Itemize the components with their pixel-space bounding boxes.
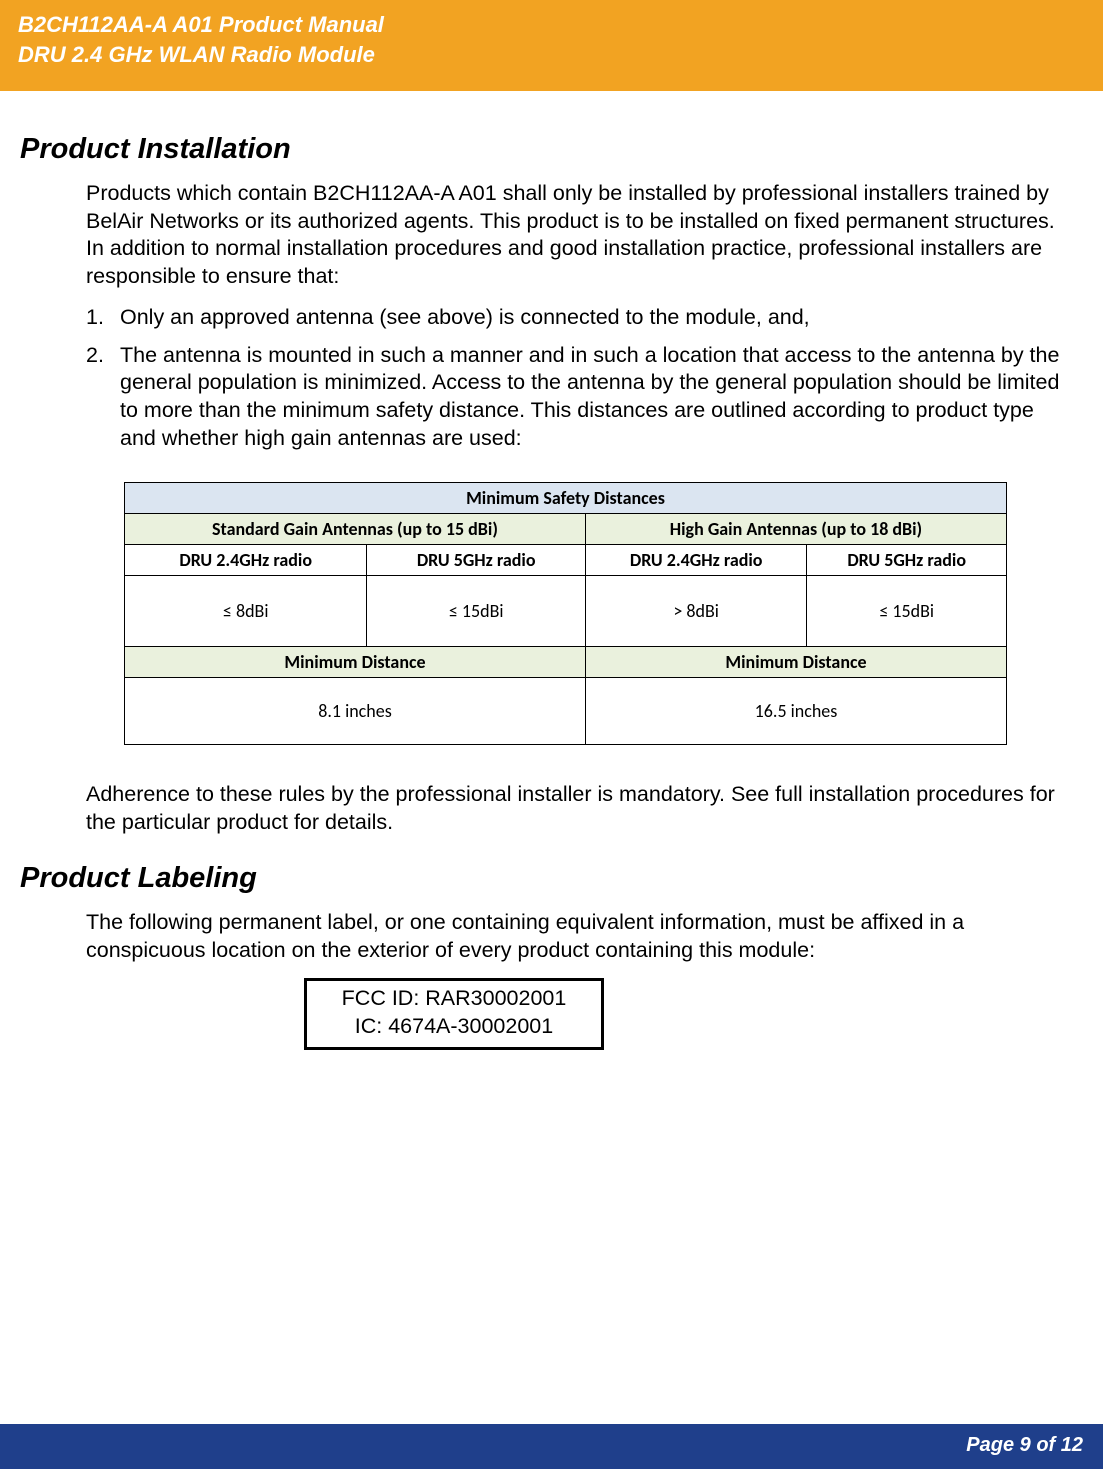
header-line-2: DRU 2.4 GHz WLAN Radio Module (18, 40, 1085, 70)
table-val-1: ≤ 8dBi (125, 576, 367, 647)
regulatory-label-box: FCC ID: RAR30002001 IC: 4674A-30002001 (304, 978, 604, 1050)
table-title-cell: Minimum Safety Distances (125, 483, 1007, 514)
labeling-intro-paragraph: The following permanent label, or one co… (86, 909, 1073, 964)
table-col-2: DRU 5GHz radio (367, 545, 586, 576)
label-fcc-id: FCC ID: RAR30002001 (317, 985, 591, 1013)
table-col-1: DRU 2.4GHz radio (125, 545, 367, 576)
install-outro-paragraph: Adherence to these rules by the professi… (86, 781, 1073, 836)
document-footer: Page 9 of 12 (0, 1424, 1103, 1469)
label-ic-id: IC: 4674A-30002001 (317, 1013, 591, 1041)
table-val-4: ≤ 15dBi (807, 576, 1007, 647)
page-number: Page 9 of 12 (966, 1434, 1083, 1456)
safety-distance-table-container: Minimum Safety Distances Standard Gain A… (124, 482, 1007, 745)
table-min-label-std: Minimum Distance (125, 647, 586, 678)
table-col-4: DRU 5GHz radio (807, 545, 1007, 576)
table-distance-high: 16.5 inches (585, 678, 1006, 745)
table-group-high: High Gain Antennas (up to 18 dBi) (585, 514, 1006, 545)
table-min-label-high: Minimum Distance (585, 647, 1006, 678)
install-numbered-list: Only an approved antenna (see above) is … (86, 304, 1073, 452)
table-group-standard: Standard Gain Antennas (up to 15 dBi) (125, 514, 586, 545)
document-header: B2CH112AA-A A01 Product Manual DRU 2.4 G… (0, 0, 1103, 91)
table-val-3: > 8dBi (585, 576, 806, 647)
install-list-item-1: Only an approved antenna (see above) is … (86, 304, 1073, 332)
table-col-3: DRU 2.4GHz radio (585, 545, 806, 576)
heading-product-installation: Product Installation (20, 133, 1073, 166)
table-val-2: ≤ 15dBi (367, 576, 586, 647)
heading-product-labeling: Product Labeling (20, 862, 1073, 895)
safety-distance-table: Minimum Safety Distances Standard Gain A… (124, 482, 1007, 745)
page-content: Product Installation Products which cont… (0, 91, 1103, 1050)
install-intro-paragraph: Products which contain B2CH112AA-A A01 s… (86, 180, 1073, 290)
header-line-1: B2CH112AA-A A01 Product Manual (18, 10, 1085, 40)
table-distance-std: 8.1 inches (125, 678, 586, 745)
install-list-item-2: The antenna is mounted in such a manner … (86, 342, 1073, 452)
